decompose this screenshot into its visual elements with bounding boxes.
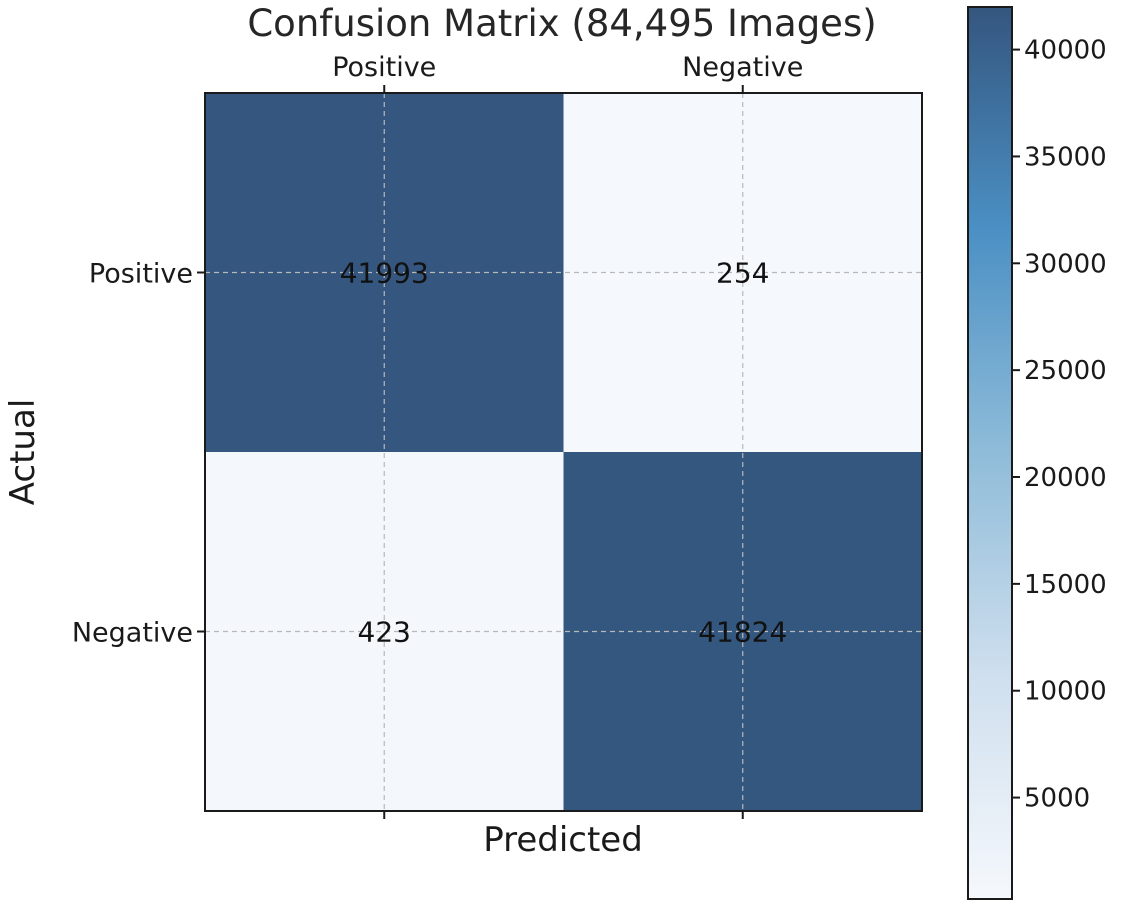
colorbar-tick-label: 30000 [1024, 249, 1107, 279]
axes: Positive Negative Positive Negative [72, 52, 923, 819]
colorbar-tick-label: 40000 [1024, 36, 1107, 66]
colorbar-tick-label: 25000 [1024, 356, 1107, 386]
y-tick-label: Positive [89, 259, 193, 290]
x-axis-label: Predicted [483, 820, 643, 860]
heatmap-cells [205, 93, 922, 811]
colorbar-tick-label: 10000 [1024, 677, 1107, 707]
colorbar-tick-label: 20000 [1024, 463, 1107, 493]
cell-value-label: 41993 [340, 257, 429, 290]
plot-frame [204, 92, 923, 812]
y-axis-label: Actual [3, 399, 43, 506]
cell-value-label: 423 [358, 616, 411, 649]
grid-lines [205, 93, 922, 811]
cell-value-labels: 41993 254 423 41824 [340, 257, 788, 649]
colorbar-gradient [967, 6, 1013, 900]
chart-title: Confusion Matrix (84,495 Images) [247, 2, 876, 45]
colorbar-tick-label: 35000 [1024, 142, 1107, 172]
colorbar-tick-label: 5000 [1024, 784, 1090, 814]
x-tick-label: Negative [682, 52, 803, 83]
y-tick-label: Negative [72, 618, 193, 649]
colorbar: 5000 10000 15000 20000 25000 30000 35000 40000 [967, 6, 1107, 900]
x-tick-label: Positive [332, 52, 436, 83]
cell-value-label: 41824 [698, 616, 787, 649]
cell-value-label: 254 [716, 257, 769, 290]
colorbar-tick-label: 15000 [1024, 570, 1107, 600]
